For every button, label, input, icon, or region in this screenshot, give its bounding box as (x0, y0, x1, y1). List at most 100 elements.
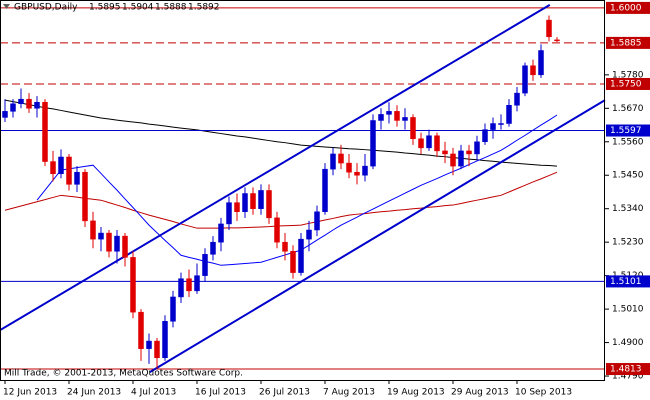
y-tick-label: 1.5340 (612, 204, 644, 214)
candle-body (426, 135, 432, 149)
x-tick-label: 4 Jul 2013 (131, 388, 176, 398)
header-low: 1.5888 (155, 3, 187, 13)
level-label-box (606, 275, 650, 288)
candle-body (34, 101, 40, 109)
candle-body (250, 193, 256, 209)
candle-body (234, 202, 240, 213)
candle-body (434, 135, 440, 152)
plot-area (0, 4, 606, 373)
footer: Mill Trade, © 2001-2013, MetaQuotes Soft… (4, 369, 243, 379)
level-label-box (606, 363, 650, 376)
y-tick-label: 1.5780 (612, 70, 644, 80)
candle-body (242, 193, 248, 213)
candle-body (402, 117, 408, 121)
indicator-line (4, 171, 558, 229)
y-tick-label: 1.4900 (612, 338, 644, 348)
candle-body (354, 171, 360, 176)
candle-body (82, 171, 88, 222)
candle-body (138, 311, 144, 349)
candle-body (418, 138, 424, 149)
candle-body (466, 150, 472, 155)
trendline (0, 4, 551, 331)
level-label: 1.6000 (610, 3, 642, 13)
candle-body (162, 321, 168, 359)
x-tick-label: 7 Aug 2013 (323, 388, 375, 398)
candle-body (514, 92, 520, 106)
candle-body (106, 232, 112, 252)
candle-body (154, 340, 160, 359)
candle-body (122, 235, 128, 258)
candle-body (178, 278, 184, 298)
candle-body (338, 153, 344, 164)
candle-body (522, 65, 528, 94)
level-label-box (606, 1, 650, 14)
candle-body (290, 251, 296, 273)
candle-body (218, 223, 224, 243)
level-label: 1.5750 (610, 79, 642, 89)
x-tick-label: 24 Jun 2013 (67, 388, 121, 398)
candle-body (258, 190, 264, 209)
candle-body (538, 50, 544, 76)
candle-body (474, 141, 480, 155)
candle-body (282, 241, 288, 252)
level-label: 1.5101 (610, 277, 642, 287)
indicator-line (36, 114, 558, 266)
candle-body (370, 120, 376, 167)
candle-body (114, 235, 120, 252)
candle-body (442, 150, 448, 155)
candle-body (50, 161, 56, 174)
candle-body (226, 202, 232, 225)
candle-body (26, 98, 32, 109)
candle-body (394, 111, 400, 121)
candle-body (450, 153, 456, 167)
candle-body (210, 241, 216, 255)
y-tick-label: 1.5560 (612, 137, 644, 147)
symbol: GBPUSD,Daily (14, 3, 78, 13)
trendline (149, 99, 606, 373)
plot-frame (0, 0, 605, 381)
candle-body (322, 168, 328, 213)
x-tick-label: 16 Jul 2013 (195, 388, 246, 398)
indicator-line (4, 99, 558, 167)
y-tick-label: 1.5010 (612, 305, 644, 315)
candle-body (506, 105, 512, 124)
y-tick-label: 1.5670 (612, 104, 644, 114)
x-tick-label: 19 Aug 2013 (387, 388, 445, 398)
candle-body (194, 275, 200, 292)
candle-body (266, 190, 272, 219)
x-tick-label: 26 Jul 2013 (259, 388, 310, 398)
candle-body (42, 101, 48, 162)
candle-body (186, 278, 192, 292)
candle-body (202, 254, 208, 276)
level-label: 1.4813 (610, 365, 642, 375)
candle-body (66, 156, 72, 185)
candle-body (546, 19, 552, 38)
level-label-box (606, 77, 650, 90)
x-tick-label: 29 Aug 2013 (451, 388, 509, 398)
candle-body (170, 296, 176, 322)
candle-body (98, 232, 104, 240)
candle-body (490, 123, 496, 130)
candle-body (58, 156, 64, 174)
level-label-box (606, 124, 650, 137)
candle-body (362, 165, 368, 176)
header-high: 1.5904 (122, 3, 154, 13)
candle-body (330, 153, 336, 170)
candle-body (130, 257, 136, 313)
candle-body (410, 117, 416, 139)
y-tick-label: 1.5450 (612, 171, 644, 181)
header-open: 1.5895 (89, 3, 121, 13)
candle-body (314, 211, 320, 231)
level-label: 1.5597 (610, 126, 642, 136)
candle-body (146, 340, 152, 349)
candle-body (298, 238, 304, 273)
candle-body (378, 114, 384, 121)
symbol-icon (3, 4, 10, 9)
candle-body (346, 162, 352, 173)
candle-body (482, 129, 488, 143)
level-label-box (606, 36, 650, 49)
y-tick-label: 1.5230 (612, 238, 644, 248)
candle-body (498, 123, 504, 125)
y-tick-label: 1.4790 (612, 372, 644, 382)
